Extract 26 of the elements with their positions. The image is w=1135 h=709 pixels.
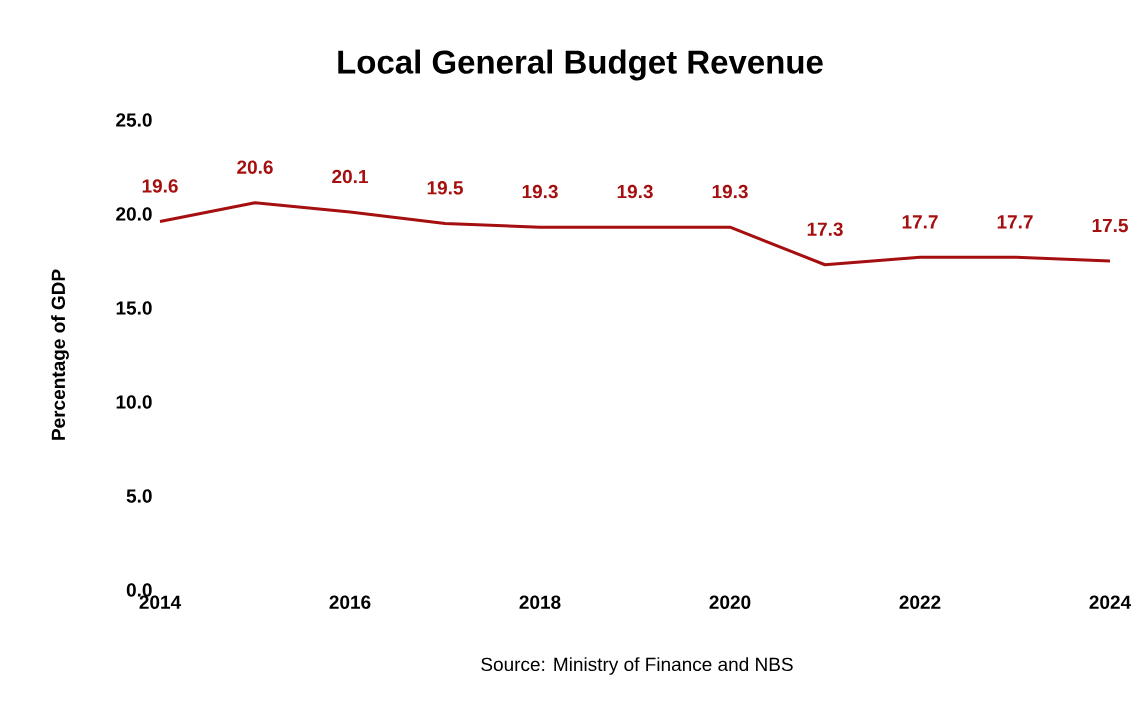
x-tick-label: 2022 bbox=[899, 595, 941, 609]
y-axis-title: Percentage of GDP bbox=[51, 269, 69, 440]
y-tick-label: 5.0 bbox=[126, 489, 152, 503]
data-label: 20.6 bbox=[237, 160, 273, 174]
data-label: 19.6 bbox=[142, 179, 178, 193]
y-tick-label: 25.0 bbox=[116, 113, 152, 127]
data-label: 19.3 bbox=[712, 184, 748, 199]
x-tick-label: 2024 bbox=[1089, 595, 1132, 609]
data-label: 19.5 bbox=[427, 181, 463, 195]
data-label: 17.7 bbox=[997, 215, 1033, 229]
x-tick-label: 2020 bbox=[709, 595, 751, 609]
x-tick-label: 2018 bbox=[519, 595, 561, 609]
y-tick-label: 15.0 bbox=[116, 301, 152, 315]
data-label: 17.7 bbox=[902, 215, 938, 229]
x-tick-label: 2014 bbox=[139, 595, 182, 609]
data-label: 19.3 bbox=[522, 184, 558, 199]
data-label: 17.3 bbox=[807, 222, 843, 236]
y-tick-label: 10.0 bbox=[116, 395, 152, 409]
y-tick-label: 20.0 bbox=[116, 207, 152, 221]
y-tick-label: 0.0 bbox=[126, 583, 152, 597]
data-label: 20.1 bbox=[332, 169, 368, 184]
source-note: Source: Ministry of Finance and NBS bbox=[481, 657, 793, 675]
chart-title: Local General Budget Revenue bbox=[338, 49, 823, 81]
data-label: 19.3 bbox=[617, 184, 653, 199]
data-label: 17.5 bbox=[1092, 218, 1128, 233]
x-tick-label: 2016 bbox=[329, 595, 371, 609]
